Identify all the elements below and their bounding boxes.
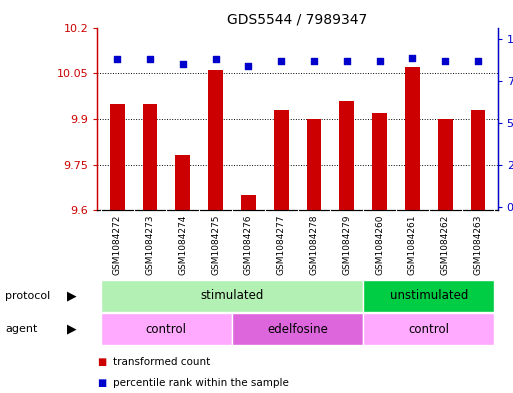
Point (211, 56, 220, 62)
Point (474, 58, 482, 64)
Point (310, 58, 318, 64)
Point (408, 55, 417, 61)
Text: GSM1084261: GSM1084261 (408, 215, 417, 275)
Bar (241, 195, 255, 210)
Bar (110, 104, 125, 210)
Title: GDS5544 / 7989347: GDS5544 / 7989347 (227, 12, 368, 26)
Point (343, 58, 351, 64)
Text: GSM1084260: GSM1084260 (375, 215, 384, 275)
Bar (405, 67, 420, 210)
Text: edelfosine: edelfosine (267, 323, 328, 336)
Text: GSM1084279: GSM1084279 (342, 215, 351, 275)
Bar (340, 101, 354, 210)
Point (277, 58, 285, 64)
Text: stimulated: stimulated (200, 289, 264, 302)
Text: GSM1084278: GSM1084278 (309, 215, 319, 275)
Text: GSM1084263: GSM1084263 (473, 215, 482, 275)
Text: GSM1084274: GSM1084274 (178, 215, 187, 275)
Bar (101, 280, 363, 312)
Bar (175, 156, 190, 210)
Bar (101, 313, 232, 345)
Text: GSM1084277: GSM1084277 (277, 215, 286, 275)
Bar (363, 280, 495, 312)
Bar (143, 104, 157, 210)
Text: ■: ■ (97, 378, 107, 388)
Point (376, 58, 384, 64)
Text: GSM1084262: GSM1084262 (441, 215, 449, 275)
Bar (274, 110, 288, 210)
Text: protocol: protocol (5, 291, 50, 301)
Point (441, 58, 449, 64)
Text: unstimulated: unstimulated (389, 289, 468, 302)
Bar (372, 113, 387, 210)
Point (146, 56, 154, 62)
Bar (232, 313, 363, 345)
Text: transformed count: transformed count (113, 356, 210, 367)
Text: GSM1084272: GSM1084272 (113, 215, 122, 275)
Text: ■: ■ (97, 356, 107, 367)
Text: GSM1084276: GSM1084276 (244, 215, 253, 275)
Bar (438, 119, 452, 210)
Point (244, 63, 252, 69)
Text: GSM1084275: GSM1084275 (211, 215, 220, 275)
Bar (307, 119, 321, 210)
Point (113, 56, 121, 62)
Text: percentile rank within the sample: percentile rank within the sample (113, 378, 289, 388)
Bar (208, 70, 223, 210)
Point (179, 61, 187, 68)
Text: GSM1084273: GSM1084273 (146, 215, 154, 275)
Text: agent: agent (5, 324, 37, 334)
Bar (363, 313, 495, 345)
Text: ▶: ▶ (67, 289, 76, 302)
Text: ▶: ▶ (67, 323, 76, 336)
Bar (470, 110, 485, 210)
Text: control: control (146, 323, 187, 336)
Text: control: control (408, 323, 449, 336)
